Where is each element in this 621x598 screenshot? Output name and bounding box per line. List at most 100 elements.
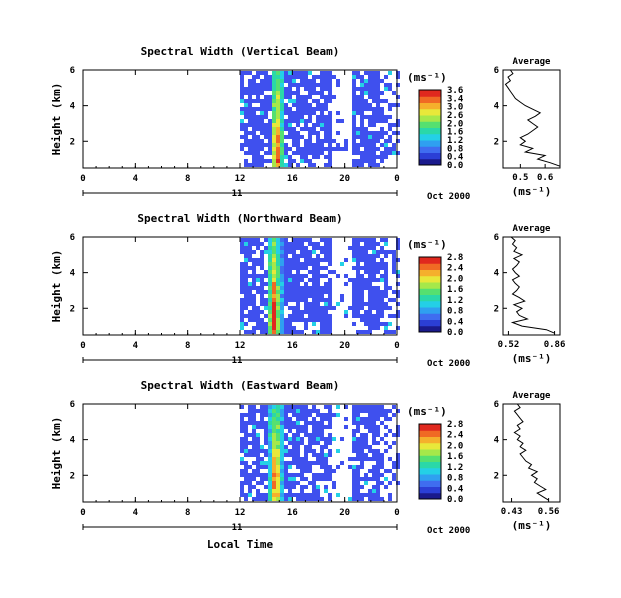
heatmap-cell xyxy=(296,413,300,417)
heatmap-cell xyxy=(256,497,260,501)
heatmap-cell xyxy=(316,477,320,481)
heatmap-cell xyxy=(292,83,296,87)
heatmap-cell xyxy=(252,115,256,119)
heatmap-cell xyxy=(272,417,276,421)
heatmap-cell xyxy=(280,79,284,83)
heatmap-cell xyxy=(256,119,260,123)
heatmap-cell xyxy=(292,131,296,135)
heatmap-cell xyxy=(308,493,312,497)
heatmap-cell xyxy=(300,159,304,163)
heatmap-cell xyxy=(288,83,292,87)
heatmap-cell xyxy=(372,433,376,437)
heatmap-cell xyxy=(312,151,316,155)
heatmap-cell xyxy=(312,485,316,489)
panel-1: Spectral Width (Northward Beam)642Height… xyxy=(50,212,565,369)
heatmap-cell xyxy=(280,326,284,330)
heatmap-cell xyxy=(396,425,400,429)
heatmap-cell xyxy=(304,143,308,147)
heatmap-cell xyxy=(256,421,260,425)
heatmap-cell xyxy=(316,306,320,310)
heatmap-cell xyxy=(308,103,312,107)
heatmap-cell xyxy=(264,75,268,79)
heatmap-cell xyxy=(284,107,288,111)
heatmap-cell xyxy=(240,282,244,286)
heatmap-cell xyxy=(328,322,332,326)
heatmap-cell xyxy=(268,159,272,163)
heatmap-cell xyxy=(288,282,292,286)
heatmap-cell xyxy=(352,75,356,79)
heatmap-cell xyxy=(248,151,252,155)
heatmap-cell xyxy=(328,270,332,274)
heatmap-cell xyxy=(296,314,300,318)
average-x-label: (ms⁻¹) xyxy=(512,185,552,198)
heatmap-cell xyxy=(244,123,248,127)
heatmap-cell xyxy=(272,258,276,262)
heatmap-cell xyxy=(280,477,284,481)
heatmap-cell xyxy=(388,250,392,254)
heatmap-cell xyxy=(376,262,380,266)
colorbar-swatch xyxy=(419,319,441,327)
heatmap-cell xyxy=(260,413,264,417)
heatmap-cell xyxy=(328,441,332,445)
heatmap-cell xyxy=(272,330,276,334)
heatmap-cell xyxy=(392,298,396,302)
heatmap-cell xyxy=(296,87,300,91)
heatmap-cell xyxy=(280,461,284,465)
heatmap-cell xyxy=(296,83,300,87)
heatmap-cell xyxy=(284,270,288,274)
heatmap-cell xyxy=(376,254,380,258)
heatmap-cell xyxy=(324,242,328,246)
heatmap-cell xyxy=(356,131,360,135)
heatmap-cell xyxy=(276,429,280,433)
heatmap-cell xyxy=(272,433,276,437)
heatmap-cell xyxy=(396,95,400,99)
x-tick-label: 0 xyxy=(80,341,85,351)
heatmap-cell xyxy=(288,278,292,282)
heatmap-cell xyxy=(284,302,288,306)
heatmap-cell xyxy=(304,461,308,465)
heatmap-cell xyxy=(296,449,300,453)
heatmap-cell xyxy=(280,290,284,294)
heatmap-cell xyxy=(256,262,260,266)
heatmap-cell xyxy=(252,461,256,465)
heatmap-cell xyxy=(368,326,372,330)
average-y-tick-label: 2 xyxy=(494,137,499,147)
heatmap-cell xyxy=(360,274,364,278)
heatmap-cell xyxy=(360,250,364,254)
heatmap-cell xyxy=(324,330,328,334)
heatmap-cell xyxy=(276,95,280,99)
heatmap-cell xyxy=(364,405,368,409)
heatmap-cell xyxy=(280,445,284,449)
heatmap-cell xyxy=(324,469,328,473)
heatmap-cell xyxy=(264,87,268,91)
heatmap-cell xyxy=(328,278,332,282)
heatmap-cell xyxy=(324,326,328,330)
heatmap-cell xyxy=(256,107,260,111)
heatmap-cell xyxy=(296,262,300,266)
heatmap-cell xyxy=(288,258,292,262)
heatmap-cell xyxy=(376,441,380,445)
heatmap-cell xyxy=(292,282,296,286)
heatmap-cell xyxy=(312,274,316,278)
x-tick-label: 0 xyxy=(394,341,399,351)
heatmap-cell xyxy=(264,135,268,139)
heatmap-cell xyxy=(380,497,384,501)
heatmap-cell xyxy=(300,409,304,413)
heatmap-cell xyxy=(268,262,272,266)
heatmap-cell xyxy=(252,302,256,306)
heatmap-cell xyxy=(284,425,288,429)
heatmap-cell xyxy=(256,322,260,326)
heatmap-cell xyxy=(256,135,260,139)
heatmap-cell xyxy=(372,485,376,489)
heatmap-cell xyxy=(304,123,308,127)
heatmap-cell xyxy=(344,425,348,429)
heatmap-cell xyxy=(368,254,372,258)
heatmap-cell xyxy=(352,417,356,421)
heatmap-cell xyxy=(272,266,276,270)
heatmap-cell xyxy=(336,79,340,83)
heatmap-cell xyxy=(392,314,396,318)
heatmap-cell xyxy=(280,310,284,314)
heatmap-cell xyxy=(292,238,296,242)
heatmap-cell xyxy=(252,310,256,314)
heatmap-cell xyxy=(372,139,376,143)
